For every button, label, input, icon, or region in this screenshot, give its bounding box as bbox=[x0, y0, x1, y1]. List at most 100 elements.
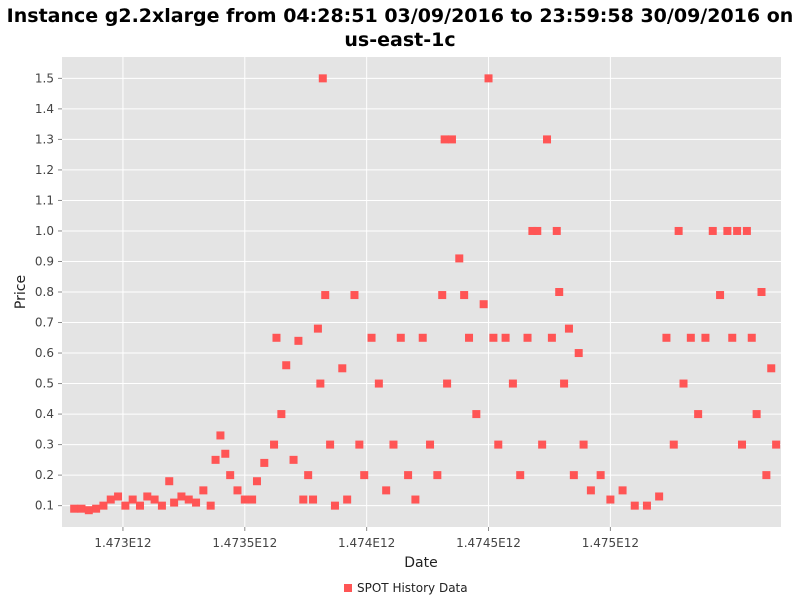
data-point bbox=[343, 495, 352, 504]
data-point bbox=[299, 495, 308, 504]
data-point bbox=[547, 333, 556, 342]
data-point bbox=[716, 291, 725, 300]
data-point bbox=[606, 495, 615, 504]
y-tick-label: 1.5 bbox=[35, 71, 54, 85]
y-tick-label: 0.1 bbox=[35, 499, 54, 513]
data-point bbox=[221, 449, 230, 458]
data-point bbox=[170, 498, 179, 507]
data-point bbox=[277, 410, 286, 419]
data-point bbox=[501, 333, 510, 342]
data-point bbox=[460, 291, 469, 300]
data-point bbox=[484, 74, 493, 83]
data-point bbox=[99, 501, 108, 510]
data-point bbox=[747, 333, 756, 342]
data-point bbox=[330, 501, 339, 510]
data-point bbox=[92, 504, 101, 513]
data-point bbox=[143, 492, 152, 501]
data-point bbox=[543, 135, 552, 144]
x-tick-label: 1.475E12 bbox=[582, 536, 639, 550]
data-point bbox=[404, 471, 413, 480]
data-point bbox=[433, 471, 442, 480]
data-point bbox=[674, 226, 683, 235]
x-tick-label: 1.4745E12 bbox=[456, 536, 521, 550]
data-point bbox=[533, 226, 542, 235]
data-point bbox=[564, 324, 573, 333]
data-point bbox=[177, 492, 186, 501]
data-point bbox=[309, 495, 318, 504]
x-tick-label: 1.473E12 bbox=[94, 536, 151, 550]
data-point bbox=[313, 324, 322, 333]
y-axis-label: Price bbox=[13, 275, 29, 309]
data-point bbox=[77, 504, 86, 513]
data-point bbox=[440, 135, 449, 144]
data-point bbox=[367, 333, 376, 342]
data-point bbox=[304, 471, 313, 480]
data-point bbox=[338, 364, 347, 373]
data-point bbox=[426, 440, 435, 449]
data-point bbox=[701, 333, 710, 342]
data-point bbox=[494, 440, 503, 449]
y-tick-label: 1.4 bbox=[35, 102, 54, 116]
data-point bbox=[489, 333, 498, 342]
data-point bbox=[374, 379, 383, 388]
data-point bbox=[569, 471, 578, 480]
data-point bbox=[184, 495, 193, 504]
data-point bbox=[199, 486, 208, 495]
data-points bbox=[70, 74, 781, 515]
data-point bbox=[560, 379, 569, 388]
y-tick-label: 0.9 bbox=[35, 254, 54, 268]
y-tick-label: 0.2 bbox=[35, 468, 54, 482]
x-tick-label: 1.474E12 bbox=[338, 536, 395, 550]
legend-marker bbox=[344, 584, 352, 592]
grid-lines bbox=[62, 57, 781, 527]
data-point bbox=[596, 471, 605, 480]
x-tick-label: 1.4735E12 bbox=[212, 536, 277, 550]
data-point bbox=[192, 498, 201, 507]
data-point bbox=[240, 495, 249, 504]
data-point bbox=[282, 361, 291, 370]
data-point bbox=[555, 288, 564, 296]
y-tick-label: 0.7 bbox=[35, 316, 54, 330]
data-point bbox=[723, 226, 732, 235]
data-point bbox=[479, 300, 488, 309]
data-point bbox=[738, 440, 747, 449]
data-point bbox=[318, 74, 327, 83]
data-point bbox=[252, 477, 261, 486]
legend-label: SPOT History Data bbox=[357, 581, 468, 595]
y-axis-ticks: 0.1 0.2 0.3 0.4 0.5 0.6 0.7 0.8 0.9 1.0 1.1 1.2 1.3 1… bbox=[35, 71, 62, 513]
data-point bbox=[679, 379, 688, 388]
y-tick-label: 1.1 bbox=[35, 193, 54, 207]
data-point bbox=[211, 455, 220, 464]
data-point bbox=[150, 495, 159, 504]
legend: SPOT History Data bbox=[344, 581, 468, 595]
data-point bbox=[233, 486, 242, 495]
y-tick-label: 1.3 bbox=[35, 132, 54, 146]
data-point bbox=[574, 349, 583, 358]
data-point bbox=[321, 291, 330, 300]
data-point bbox=[114, 492, 123, 501]
y-tick-label: 0.5 bbox=[35, 377, 54, 391]
data-point bbox=[360, 471, 369, 480]
data-point bbox=[418, 333, 427, 342]
data-point bbox=[294, 336, 303, 345]
y-tick-label: 0.3 bbox=[35, 438, 54, 452]
data-point bbox=[694, 410, 703, 419]
data-point bbox=[389, 440, 398, 449]
y-tick-label: 0.8 bbox=[35, 285, 54, 299]
data-point bbox=[316, 379, 325, 388]
data-point bbox=[121, 501, 130, 510]
data-point bbox=[326, 440, 335, 449]
data-point bbox=[350, 291, 359, 300]
data-point bbox=[757, 288, 766, 296]
y-tick-label: 0.4 bbox=[35, 407, 54, 421]
data-point bbox=[508, 379, 517, 388]
data-point bbox=[447, 135, 456, 144]
data-point bbox=[248, 495, 257, 504]
data-point bbox=[260, 458, 269, 467]
data-point bbox=[355, 440, 364, 449]
data-point bbox=[135, 501, 144, 510]
y-tick-label: 1.2 bbox=[35, 163, 54, 177]
data-point bbox=[630, 501, 639, 510]
chart-title-line-2: us-east-1c bbox=[344, 29, 455, 51]
